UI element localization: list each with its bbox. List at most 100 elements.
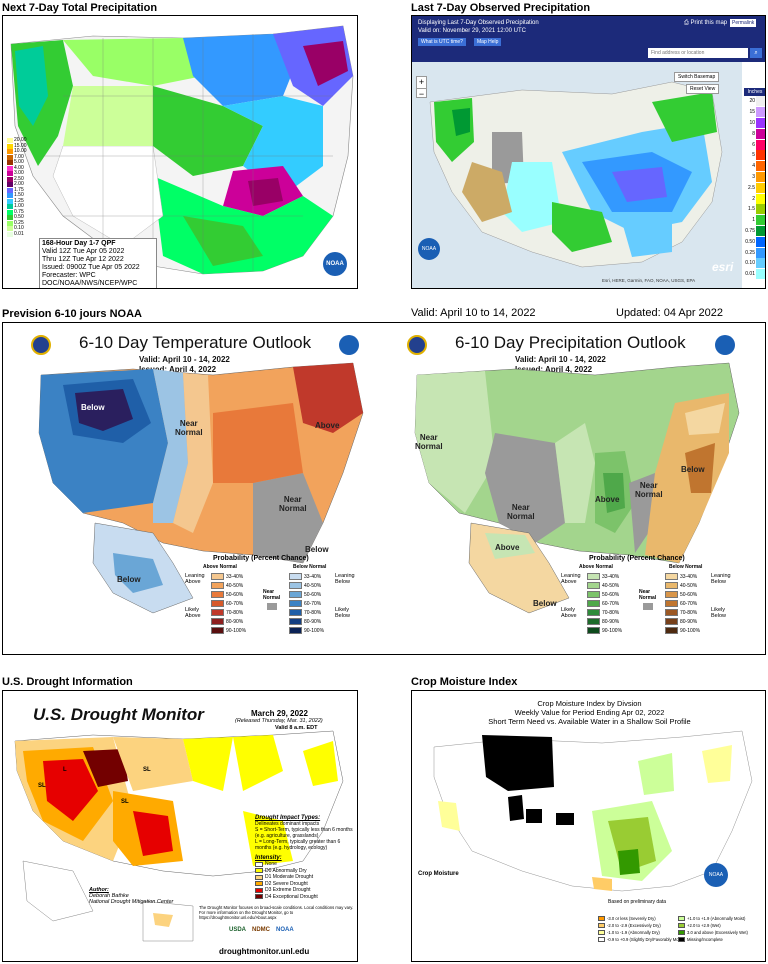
precip-label-above: Above bbox=[595, 495, 620, 504]
wpc-legend-swatch bbox=[7, 226, 13, 232]
wpc-legend-swatch bbox=[7, 198, 13, 204]
obs-scale-swatch bbox=[756, 236, 765, 247]
noaa-logo-icon: NOAA bbox=[418, 238, 440, 260]
near-normal-swatch bbox=[643, 603, 653, 610]
map-help-button[interactable]: Map Help bbox=[474, 38, 502, 46]
outlook-legend-row: 50-60% bbox=[665, 590, 700, 599]
search-icon[interactable]: ⌕ bbox=[750, 48, 762, 58]
wpc-legend-swatch bbox=[7, 149, 13, 155]
obs-scale-value: 8 bbox=[752, 130, 755, 137]
crop-legend-swatch bbox=[678, 916, 685, 921]
outlook-legend-range: 33-40% bbox=[602, 573, 620, 580]
issued-value: April 4, 2022 bbox=[168, 365, 217, 374]
obs-scale-value: 0.10 bbox=[745, 260, 755, 267]
print-map-label: Print this map bbox=[690, 20, 728, 26]
obs-scale-value: 5 bbox=[752, 152, 755, 159]
crop-legend-label: 3.0 and above (Excessively Wet) bbox=[687, 930, 748, 935]
drought-map: SL SL L SL bbox=[14, 730, 344, 942]
wpc-legend-value: 2.00 bbox=[14, 181, 24, 187]
zoom-in-button[interactable]: + bbox=[418, 77, 425, 87]
outlook-legend-range: 33-40% bbox=[680, 573, 698, 580]
outlook-legend-range: 90-100% bbox=[680, 627, 701, 634]
crop-title-line: Weekly Value for Period Ending Apr 02, 2… bbox=[514, 708, 665, 717]
outlook-legend-range: 70-80% bbox=[304, 609, 322, 616]
wpc-legend-row: 0.25 bbox=[7, 220, 27, 227]
above-normal-header: Above Normal bbox=[579, 564, 613, 570]
precip-label-below-ak: Below bbox=[533, 599, 557, 608]
obs-scale-swatch bbox=[756, 258, 765, 269]
obs-scale-value: 2 bbox=[752, 195, 755, 202]
obs-scale-row: 0.75 bbox=[744, 225, 765, 237]
intensity-row: D0 Abnormally Dry bbox=[255, 868, 355, 875]
drought-date: March 29, 2022 bbox=[251, 709, 308, 718]
intensity-label: D4 Exceptional Drought bbox=[265, 893, 318, 900]
temp-label-below-ak: Below bbox=[117, 575, 141, 584]
valid-value: April 10 - 14, 2022 bbox=[538, 355, 606, 364]
wpc-legend-value: 15.00 bbox=[14, 142, 27, 149]
wpc-legend-value: 2.50 bbox=[14, 175, 24, 182]
crop-legend-label: Missing/Incomplete bbox=[687, 937, 723, 942]
outlook-legend-row: 33-40% bbox=[289, 572, 324, 581]
outlook-legend-row: 90-100% bbox=[665, 626, 700, 635]
switch-basemap-button[interactable]: Switch Basemap bbox=[674, 72, 720, 82]
permalink-button[interactable]: Permalink bbox=[730, 19, 757, 27]
wpc-info-line: Issued: 0900Z Tue Apr 05 2022 bbox=[42, 264, 140, 271]
drought-valid: Valid 8 a.m. EDT bbox=[275, 725, 318, 731]
valid-range-label: Valid: April 10 to 14, 2022 bbox=[411, 307, 536, 319]
wpc-legend-value: 10.00 bbox=[14, 148, 27, 154]
wpc-info-line: Valid 12Z Tue Apr 05 2022 bbox=[42, 248, 125, 255]
wpc-legend-value: 1.50 bbox=[14, 192, 24, 198]
outlook-legend-swatch bbox=[289, 582, 302, 589]
observed-scale: Inches 20 15 10 8 6 5 4 3 2.5 2 1.5 1 0.75 0.50 0.25 0.… bbox=[744, 88, 765, 280]
observed-panel: Displaying Last 7-Day Observed Precipita… bbox=[411, 15, 766, 289]
outlook-legend-row: 50-60% bbox=[587, 590, 622, 599]
outlook-legend-row: 40-50% bbox=[587, 581, 622, 590]
outlook-legend-swatch bbox=[665, 600, 678, 607]
author-name: Deborah Bathke bbox=[89, 893, 129, 899]
obs-scale-value: 1.5 bbox=[748, 206, 755, 213]
utc-help-button[interactable]: What is UTC time? bbox=[418, 38, 466, 46]
print-map-link[interactable]: ⎙ Print this map bbox=[684, 20, 727, 27]
outlook-legend-swatch bbox=[587, 600, 600, 607]
intensity-label: None bbox=[265, 861, 277, 868]
scale-units-label: Inches bbox=[744, 88, 765, 96]
svg-text:SL: SL bbox=[38, 783, 46, 789]
obs-scale-value: 0.01 bbox=[745, 271, 755, 278]
drought-url-link[interactable]: droughtmonitor.unl.edu bbox=[219, 947, 310, 956]
reset-view-button[interactable]: Reset View bbox=[686, 84, 720, 94]
outlook-legend-range: 90-100% bbox=[304, 627, 325, 634]
location-search-input[interactable] bbox=[648, 48, 748, 58]
temp-label-below-se: Below bbox=[305, 545, 329, 554]
observed-valid-text: Valid on: November 29, 2021 12:00 UTC bbox=[418, 28, 526, 34]
drought-note: The Drought Monitor focuses on broad-sca… bbox=[199, 905, 354, 920]
intensity-label: D2 Severe Drought bbox=[265, 880, 308, 887]
zoom-out-button[interactable]: − bbox=[417, 88, 426, 99]
obs-scale-row: 3 bbox=[744, 171, 765, 183]
intensity-row: None bbox=[255, 861, 355, 868]
esri-logo: esri bbox=[712, 260, 734, 274]
outlook-legend-range: 50-60% bbox=[304, 591, 322, 598]
outlook-legend-swatch bbox=[289, 591, 302, 598]
outlook-legend-swatch bbox=[587, 609, 600, 616]
near-normal-swatch bbox=[267, 603, 277, 610]
wpc-legend-row: 0.10 bbox=[7, 225, 27, 232]
issued-label: Issued: bbox=[515, 365, 544, 374]
intensity-label: D0 Abnormally Dry bbox=[265, 867, 307, 874]
obs-scale-swatch bbox=[756, 269, 765, 280]
crop-legend-heading: Crop Moisture bbox=[418, 871, 459, 877]
drought-released: (Released Thursday, Mar. 31, 2022) bbox=[235, 718, 323, 724]
obs-scale-row: 1.5 bbox=[744, 204, 765, 215]
precip-label-near-normal-sw: Near Normal bbox=[507, 503, 535, 521]
crop-map bbox=[433, 730, 753, 892]
noaa-logo-icon bbox=[339, 335, 359, 355]
obs-scale-row: 0.50 bbox=[744, 236, 765, 247]
crop-legend-swatch bbox=[678, 937, 685, 942]
intensity-label: D1 Moderate Drought bbox=[265, 874, 314, 881]
below-normal-header: Below Normal bbox=[669, 564, 703, 570]
svg-text:L: L bbox=[63, 767, 67, 773]
doc-seal-icon bbox=[407, 335, 427, 355]
impact-title: Drought Impact Types: bbox=[255, 815, 321, 821]
wpc-legend-swatch bbox=[7, 193, 13, 199]
crop-legend-label: +2.0 to +2.9 (Wet) bbox=[687, 923, 721, 928]
wpc-legend-row: 15.00 bbox=[7, 142, 27, 150]
